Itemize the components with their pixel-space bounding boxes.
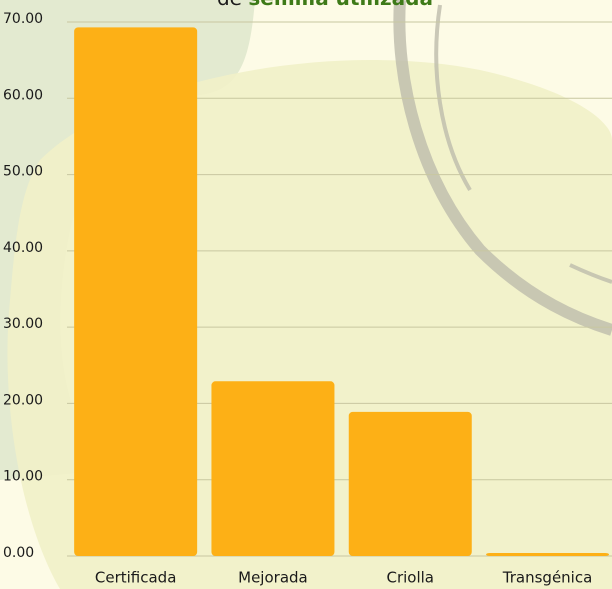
- background-blob: [0, 0, 255, 480]
- y-tick-label: 20.00: [3, 392, 43, 408]
- x-tick-label: Criolla: [386, 569, 434, 587]
- background-arc: [569, 263, 612, 284]
- bar: [486, 552, 610, 556]
- y-tick-label: 10.00: [3, 469, 43, 485]
- y-tick-label: 60.00: [3, 87, 43, 103]
- y-tick-label: 70.00: [3, 11, 43, 27]
- bar: [211, 381, 335, 556]
- background-arc: [434, 4, 472, 192]
- background-arc: [393, 0, 612, 336]
- y-tick-label: 50.00: [3, 164, 43, 180]
- y-tick-label: 40.00: [3, 240, 43, 256]
- x-tick-label: Mejorada: [238, 569, 308, 587]
- bar: [348, 411, 472, 556]
- title-prefix: de: [217, 0, 242, 10]
- bar: [74, 27, 198, 556]
- y-tick-label: 0.00: [3, 545, 34, 561]
- x-tick-label: Certificada: [95, 569, 177, 587]
- y-tick-label: 30.00: [3, 316, 43, 332]
- chart-title: de semilla utilizada: [217, 0, 433, 10]
- x-tick-label: Transgénica: [502, 569, 593, 587]
- title-emphasis: semilla utilizada: [248, 0, 433, 10]
